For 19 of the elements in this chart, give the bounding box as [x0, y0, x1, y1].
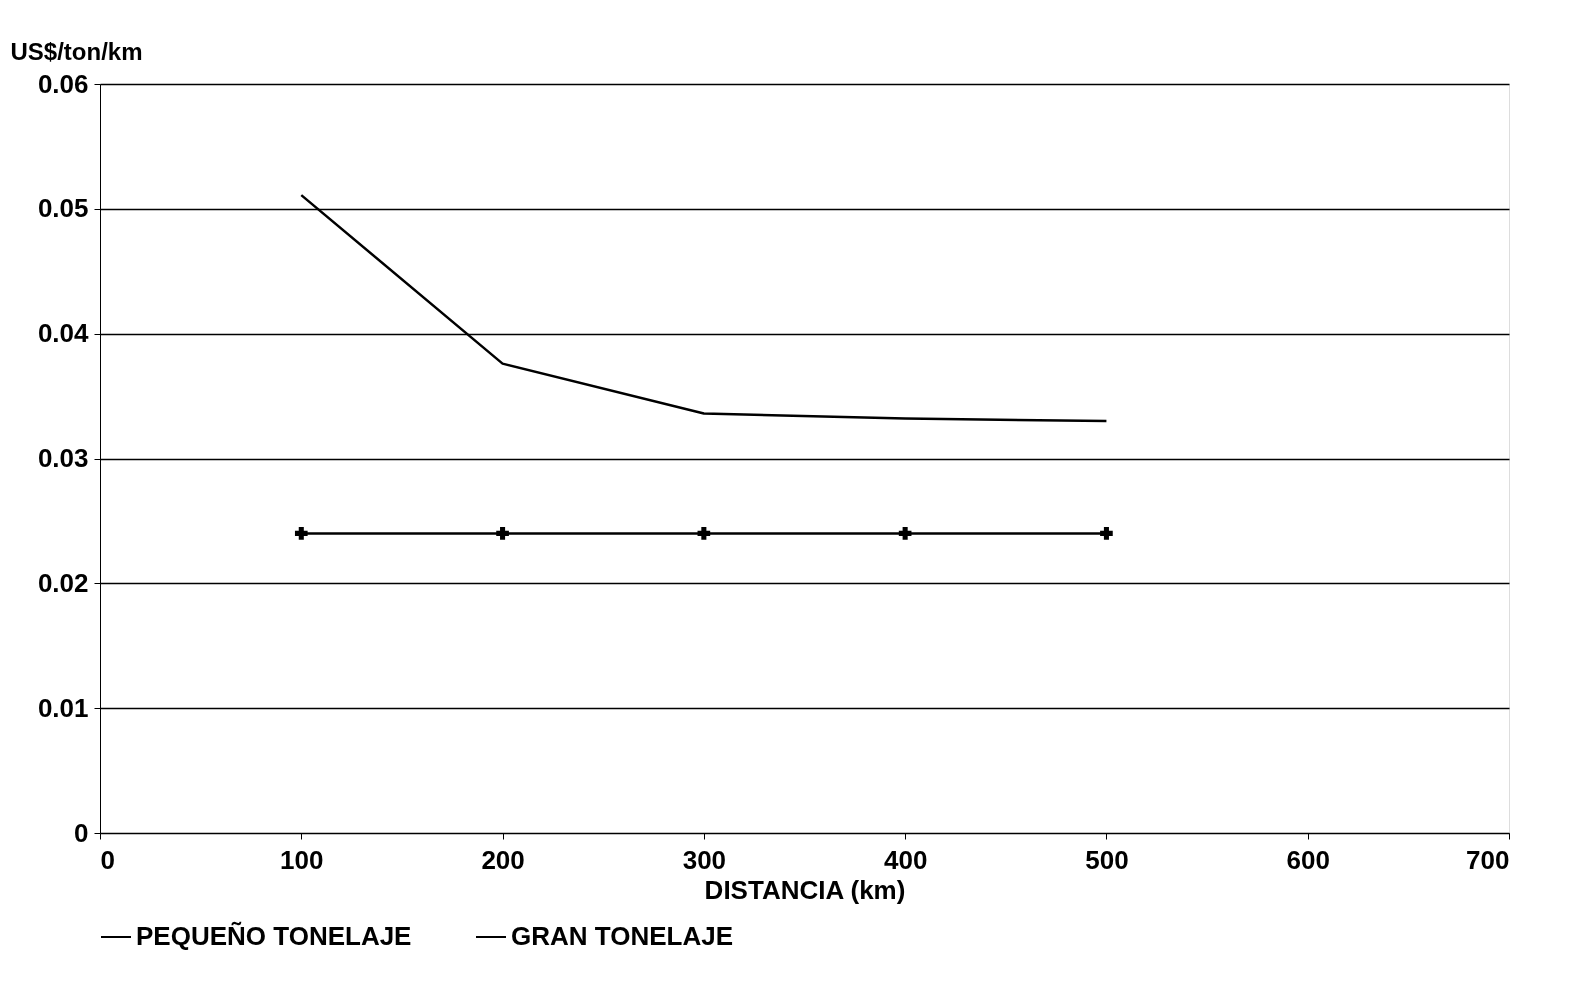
x-tick-label: 400 [883, 844, 928, 875]
y-tick-label: 0.04 [37, 318, 90, 349]
legend-label: PEQUEÑO TONELAJE [136, 921, 412, 951]
x-tick-label: 300 [682, 844, 727, 875]
x-tick-label: 700 [1466, 844, 1510, 875]
y-tick-label: 0.02 [37, 567, 89, 598]
legend-label: GRAN TONELAJE [511, 921, 733, 951]
x-tick-label: 100 [280, 844, 324, 875]
y-tick-label: 0.03 [37, 443, 89, 473]
y-axis-title: US$/ton/km [10, 37, 143, 65]
y-tick-label: 0 [74, 817, 89, 848]
x-tick-label: 0 [100, 844, 115, 875]
x-tick-label: 500 [1085, 844, 1129, 875]
y-tick-label: 0.06 [37, 68, 89, 99]
x-axis-title: DISTANCIA (km) [704, 874, 906, 905]
x-tick-label: 600 [1286, 844, 1330, 875]
x-tick-label: 200 [481, 844, 525, 875]
y-tick-label: 0.05 [37, 193, 89, 224]
y-tick-label: 0.01 [37, 692, 89, 723]
